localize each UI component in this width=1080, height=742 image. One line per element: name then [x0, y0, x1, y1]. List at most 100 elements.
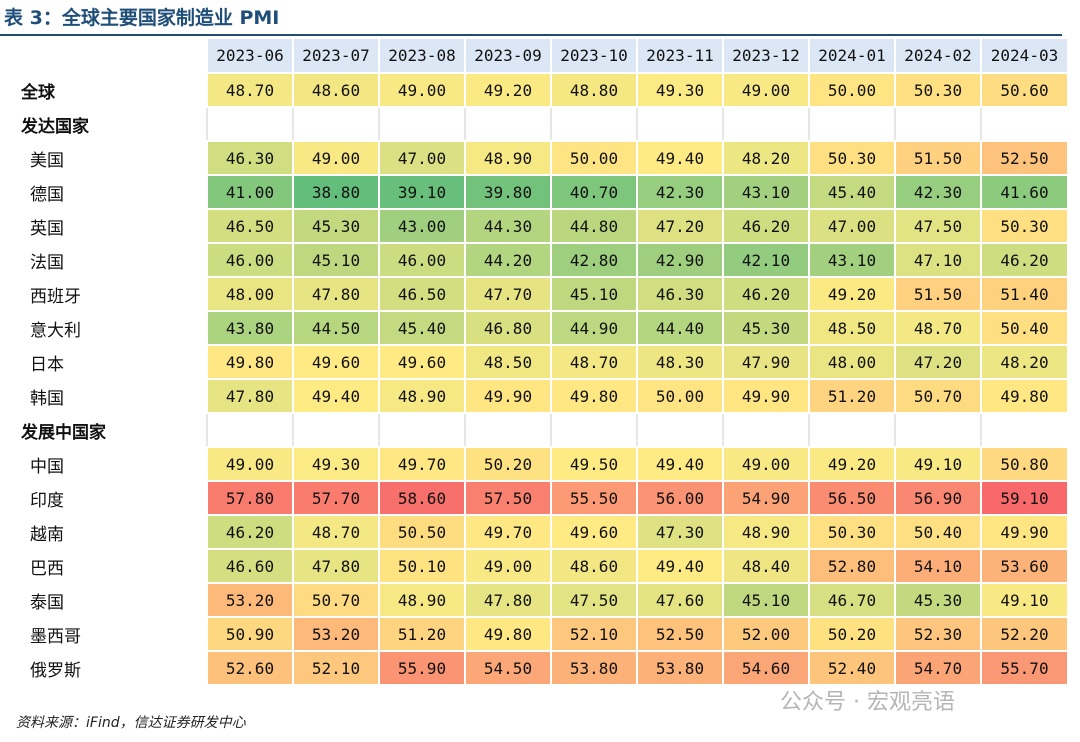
- pmi-cell: 45.40: [808, 175, 895, 210]
- pmi-cell: 48.90: [378, 379, 465, 414]
- pmi-cell: 57.80: [206, 481, 293, 516]
- table-row: 意大利 43.80 44.50 45.40 46.80 44.90 44.40 45.30 48…: [16, 311, 1067, 346]
- empty-cell: [206, 413, 293, 448]
- column-header: 2023-08: [378, 39, 465, 74]
- pmi-cell: 57.50: [464, 481, 551, 516]
- pmi-cell: 42.10: [722, 243, 809, 278]
- pmi-cell: 49.00: [206, 447, 293, 482]
- pmi-cell: 53.80: [550, 651, 637, 686]
- pmi-cell: 59.10: [980, 481, 1067, 516]
- pmi-cell: 46.50: [378, 277, 465, 312]
- pmi-cell: 50.00: [636, 379, 723, 414]
- empty-cell: [550, 107, 637, 142]
- pmi-cell: 54.70: [894, 651, 981, 686]
- pmi-cell: 52.20: [980, 617, 1067, 652]
- pmi-cell: 48.70: [292, 515, 379, 550]
- pmi-cell: 50.60: [980, 73, 1067, 108]
- group-row: 发展中国家: [16, 413, 1067, 448]
- empty-cell: [464, 107, 551, 142]
- pmi-cell: 51.40: [980, 277, 1067, 312]
- table-row: 泰国 53.20 50.70 48.90 47.80 47.50 47.60 45.10 46.…: [16, 583, 1067, 618]
- table-row: 德国 41.00 38.80 39.10 39.80 40.70 42.30 43.10 45.…: [16, 175, 1067, 210]
- pmi-cell: 49.90: [722, 379, 809, 414]
- pmi-cell: 48.80: [550, 73, 637, 108]
- pmi-cell: 50.50: [378, 515, 465, 550]
- empty-cell: [722, 413, 809, 448]
- table-row: 越南 46.20 48.70 50.50 49.70 49.60 47.30 48.90 50.…: [16, 515, 1067, 550]
- table-row: 日本 49.80 49.60 49.60 48.50 48.70 48.30 47.90 48.…: [16, 345, 1067, 380]
- pmi-cell: 49.00: [292, 141, 379, 176]
- title-rule: [0, 34, 1062, 36]
- pmi-cell: 55.70: [980, 651, 1067, 686]
- pmi-cell: 50.40: [980, 311, 1067, 346]
- column-header: 2023-12: [722, 39, 809, 74]
- pmi-cell: 50.00: [808, 73, 895, 108]
- pmi-cell: 50.90: [206, 617, 293, 652]
- pmi-cell: 42.80: [550, 243, 637, 278]
- table-row: 印度 57.80 57.70 58.60 57.50 55.50 56.00 54.90 56.…: [16, 481, 1067, 516]
- row-label: 美国: [16, 141, 207, 176]
- pmi-cell: 49.40: [636, 141, 723, 176]
- row-label: 发达国家: [16, 107, 207, 142]
- pmi-cell: 52.60: [206, 651, 293, 686]
- pmi-cell: 42.90: [636, 243, 723, 278]
- empty-cell: [292, 107, 379, 142]
- table-row: 巴西 46.60 47.80 50.10 49.00 48.60 49.40 48.40 52.…: [16, 549, 1067, 584]
- pmi-cell: 39.80: [464, 175, 551, 210]
- pmi-cell: 44.30: [464, 209, 551, 244]
- pmi-cell: 44.50: [292, 311, 379, 346]
- pmi-cell: 40.70: [550, 175, 637, 210]
- pmi-cell: 44.90: [550, 311, 637, 346]
- pmi-cell: 43.10: [722, 175, 809, 210]
- pmi-cell: 50.30: [808, 141, 895, 176]
- pmi-cell: 50.10: [378, 549, 465, 584]
- column-header: 2024-01: [808, 39, 895, 74]
- pmi-cell: 54.60: [722, 651, 809, 686]
- pmi-cell: 47.30: [636, 515, 723, 550]
- empty-cell: [722, 107, 809, 142]
- pmi-cell: 51.20: [808, 379, 895, 414]
- pmi-cell: 47.70: [464, 277, 551, 312]
- pmi-cell: 52.40: [808, 651, 895, 686]
- pmi-cell: 47.50: [894, 209, 981, 244]
- pmi-cell: 38.80: [292, 175, 379, 210]
- empty-cell: [636, 107, 723, 142]
- pmi-cell: 45.10: [292, 243, 379, 278]
- pmi-cell: 52.80: [808, 549, 895, 584]
- pmi-cell: 46.80: [464, 311, 551, 346]
- column-header: 2023-09: [464, 39, 551, 74]
- pmi-cell: 49.80: [550, 379, 637, 414]
- pmi-cell: 49.60: [292, 345, 379, 380]
- pmi-cell: 45.10: [550, 277, 637, 312]
- empty-cell: [808, 107, 895, 142]
- pmi-cell: 45.30: [722, 311, 809, 346]
- pmi-cell: 51.50: [894, 277, 981, 312]
- pmi-cell: 48.70: [206, 73, 293, 108]
- row-label: 发展中国家: [16, 413, 207, 448]
- pmi-cell: 49.30: [292, 447, 379, 482]
- pmi-cell: 43.00: [378, 209, 465, 244]
- pmi-cell: 48.60: [292, 73, 379, 108]
- pmi-cell: 46.20: [722, 209, 809, 244]
- pmi-cell: 56.50: [808, 481, 895, 516]
- row-label: 西班牙: [16, 277, 207, 312]
- header-row: 2023-06 2023-07 2023-08 2023-09 2023-10 2023-…: [17, 39, 1067, 74]
- pmi-cell: 50.00: [550, 141, 637, 176]
- pmi-cell: 48.20: [980, 345, 1067, 380]
- pmi-cell: 48.00: [206, 277, 293, 312]
- pmi-cell: 48.30: [636, 345, 723, 380]
- pmi-cell: 42.30: [894, 175, 981, 210]
- pmi-cell: 48.90: [464, 141, 551, 176]
- pmi-cell: 49.00: [722, 447, 809, 482]
- row-label: 越南: [16, 515, 207, 550]
- pmi-cell: 47.00: [808, 209, 895, 244]
- pmi-cell: 42.30: [636, 175, 723, 210]
- pmi-cell: 50.80: [980, 447, 1067, 482]
- pmi-cell: 48.70: [550, 345, 637, 380]
- column-header: 2023-11: [636, 39, 723, 74]
- pmi-cell: 45.30: [894, 583, 981, 618]
- pmi-cell: 49.10: [980, 583, 1067, 618]
- pmi-cell: 48.90: [722, 515, 809, 550]
- pmi-cell: 49.80: [206, 345, 293, 380]
- pmi-cell: 52.10: [550, 617, 637, 652]
